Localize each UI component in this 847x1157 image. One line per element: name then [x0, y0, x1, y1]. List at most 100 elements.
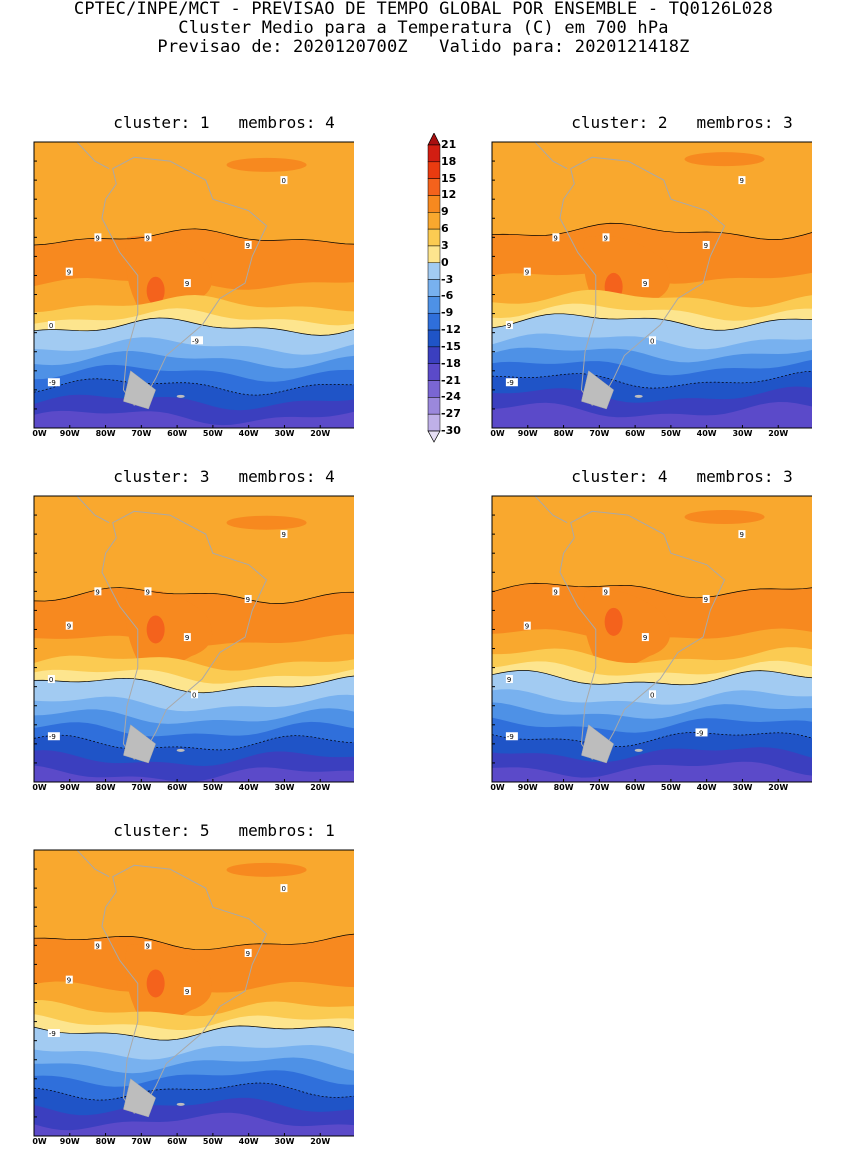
- colorbar-label: -18: [441, 356, 461, 370]
- contour-0C: [492, 670, 812, 686]
- lon-label: 50W: [203, 429, 223, 436]
- contour-9C: [34, 933, 354, 951]
- south-america-outline: [101, 864, 268, 1114]
- contour-label: 9: [739, 177, 743, 185]
- lon-label: 30W: [274, 783, 294, 790]
- lon-label: 40W: [239, 783, 259, 790]
- contour-label: -9: [697, 729, 704, 737]
- contour-label-bg: [47, 732, 60, 741]
- map-svg: 99999990-9-915N10N5NEQ5S10S15S20S25S30S3…: [490, 495, 812, 790]
- contour-label-bg: [244, 948, 252, 957]
- warm-continent-region: [125, 943, 213, 1024]
- panel-title-5: cluster: 5 membros: 1: [113, 821, 335, 840]
- contour-label-bg: [602, 587, 610, 596]
- map-frame: [491, 141, 812, 429]
- lon-label: 60W: [167, 1137, 187, 1144]
- colorbar-label: -24: [441, 390, 461, 404]
- header-line-3: Previsao de: 2020120700Z Valido para: 20…: [157, 37, 690, 57]
- contour-label-bg: [65, 267, 73, 276]
- lon-label: 50W: [203, 783, 223, 790]
- south-america-outline: [559, 510, 726, 760]
- lon-label: 40W: [697, 429, 717, 436]
- south-america-outline: [559, 156, 726, 406]
- lon-label: 70W: [589, 783, 609, 790]
- lon-label: 20W: [768, 429, 788, 436]
- contour-minus-9C: [34, 1082, 354, 1101]
- warm-patch-north: [226, 862, 307, 877]
- contour-9C: [492, 582, 812, 599]
- contour-label: 9: [525, 623, 529, 631]
- lon-label: 90W: [60, 429, 80, 436]
- colorbar-swatch: [427, 178, 441, 196]
- lon-label: 20W: [310, 783, 330, 790]
- colorbar-label: 6: [441, 222, 449, 236]
- contour-label-bg: [144, 587, 152, 596]
- contour-label-bg: [523, 621, 531, 630]
- lon-label: 100W: [32, 429, 47, 436]
- contour-label: -9: [507, 379, 514, 387]
- lon-label: 30W: [274, 429, 294, 436]
- temperature-band: [34, 410, 354, 428]
- colorbar-swatch: [427, 346, 441, 364]
- contour-label-bg: [280, 884, 288, 893]
- contour-label-bg: [505, 732, 518, 741]
- map-panel-1: 9999900-9-915N10N5NEQ5S10S15S20S25S30S35…: [32, 136, 354, 436]
- contour-label-bg: [191, 690, 198, 699]
- contour-0C: [34, 1025, 354, 1041]
- lon-label: 60W: [625, 783, 645, 790]
- map-frame: [33, 141, 354, 429]
- contour-label: 0: [49, 676, 53, 684]
- colorbar-swatch: [427, 312, 441, 331]
- contour-label-bg: [47, 378, 60, 387]
- contour-label: 0: [192, 691, 196, 699]
- central-america-outline: [534, 142, 568, 170]
- contour-label: 9: [95, 588, 99, 596]
- colorbar-label: -9: [441, 306, 454, 320]
- central-america-outline: [76, 850, 110, 878]
- colorbar-label: -27: [441, 407, 461, 421]
- contour-label-bg: [695, 728, 708, 737]
- colorbar-label: -3: [441, 272, 454, 286]
- colorbar-graphic: [427, 132, 441, 443]
- lon-label: 20W: [310, 1137, 330, 1144]
- lon-label: 60W: [625, 429, 645, 436]
- contour-label: 0: [650, 691, 654, 699]
- temperature-band: [492, 402, 812, 428]
- warm-patch-north: [226, 515, 307, 530]
- contour-label-bg: [244, 594, 252, 603]
- contour-label-bg: [183, 987, 191, 996]
- lon-label: 70W: [131, 429, 151, 436]
- lon-label: 40W: [239, 429, 259, 436]
- contour-label-bg: [94, 587, 102, 596]
- contour-label-bg: [738, 530, 746, 539]
- panel-title-2: cluster: 2 membros: 3: [571, 113, 793, 132]
- hot-core-12C: [146, 615, 165, 644]
- contour-label-bg: [552, 233, 560, 242]
- central-america-outline: [534, 496, 568, 524]
- colorbar-swatch: [427, 245, 441, 264]
- lon-label: 30W: [732, 429, 752, 436]
- contour-label: 9: [739, 531, 743, 539]
- map-svg: 99999900-915N10N5NEQ5S10S15S20S25S30S35S…: [32, 495, 354, 790]
- lon-label: 90W: [518, 429, 538, 436]
- colorbar-top-arrow: [427, 132, 441, 146]
- contour-label-bg: [183, 633, 191, 642]
- contour-label-bg: [738, 176, 746, 185]
- contour-9C: [492, 222, 812, 240]
- contour-label: 9: [185, 280, 189, 288]
- contour-label-bg: [47, 1029, 60, 1038]
- contour-label: 9: [704, 242, 708, 250]
- lon-label: 80W: [96, 429, 116, 436]
- map-frame: [33, 495, 354, 783]
- colorbar-swatch: [427, 161, 441, 179]
- colorbar-label: 9: [441, 205, 449, 219]
- central-america-outline: [76, 142, 110, 170]
- lon-label: 60W: [167, 783, 187, 790]
- lon-label: 20W: [768, 783, 788, 790]
- contour-label: 9: [145, 588, 149, 596]
- contour-label: 9: [67, 623, 71, 631]
- contour-label: 9: [185, 634, 189, 642]
- contour-label-bg: [505, 378, 518, 387]
- lon-label: 100W: [32, 1137, 47, 1144]
- contour-label-bg: [702, 240, 710, 249]
